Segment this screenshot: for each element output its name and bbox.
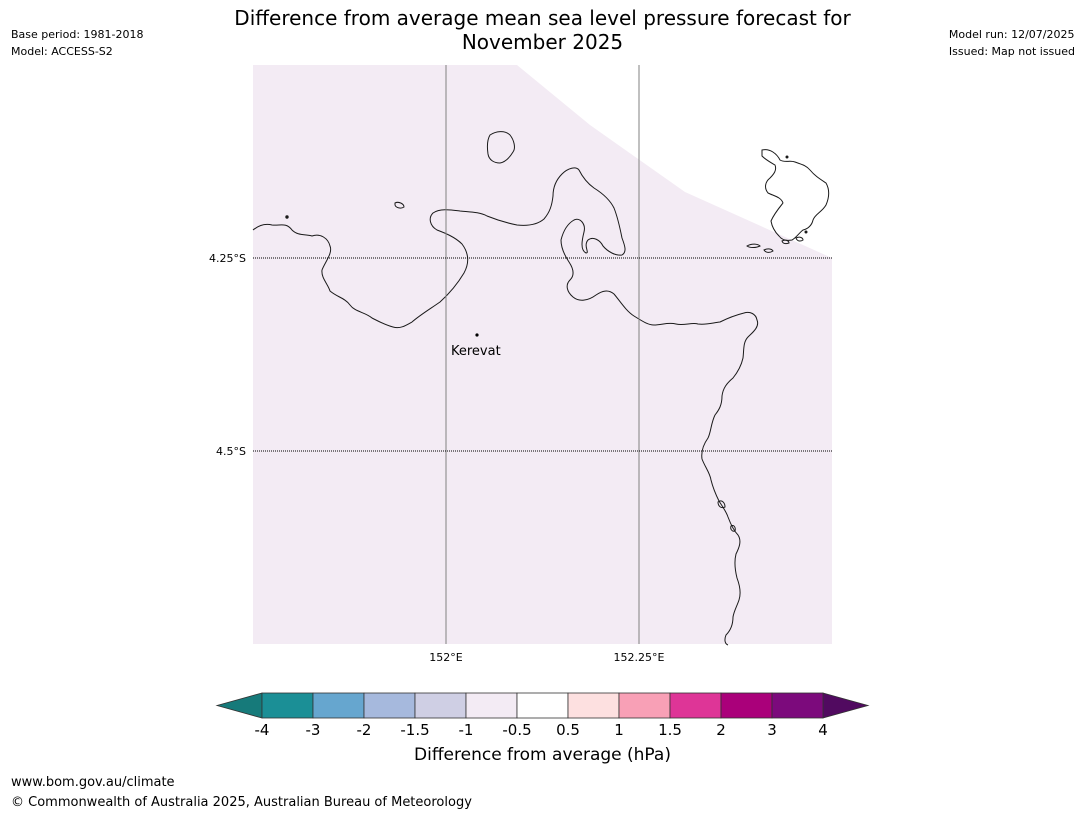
islet-dot [285, 215, 289, 219]
islet-dot-ne-2 [804, 230, 808, 234]
gridlines [253, 65, 832, 644]
coastlines [252, 131, 830, 646]
footer-url: www.bom.gov.au/climate [11, 775, 175, 790]
islet-small [394, 201, 405, 209]
islet-ne-2 [763, 248, 774, 253]
title-line-1: Difference from average mean sea level p… [234, 6, 851, 30]
colorbar-segment [312, 692, 365, 719]
place-label-kerevat: Kerevat [451, 344, 501, 359]
colorbar-arrow-low [215, 692, 263, 719]
colorbar-segment [771, 692, 824, 719]
islet-dot-ne [785, 155, 789, 159]
coastline-west [252, 167, 759, 646]
lat-label-4-5: 4.5°S [216, 445, 246, 458]
colorbar-tick-label: 1.5 [658, 721, 682, 739]
colorbar-tick-label: -4 [255, 721, 270, 739]
map-fill [253, 65, 832, 644]
title-line-2: November 2025 [461, 30, 624, 54]
colorbar-segment [414, 692, 467, 719]
colorbar-segment [567, 692, 620, 719]
colorbar-arrow-high [822, 692, 870, 719]
colorbar-segment [363, 692, 416, 719]
colorbar-tick-label: 4 [818, 721, 828, 739]
colorbar-tick-label: 3 [767, 721, 777, 739]
lat-label-4-25: 4.25°S [209, 252, 246, 265]
colorbar-segment [465, 692, 518, 719]
colorbar-segment [516, 692, 569, 719]
island-northeast [761, 149, 830, 241]
model-text: Model: ACCESS-S2 [11, 45, 113, 58]
issued-text: Issued: Map not issued [948, 45, 1075, 58]
meta-right: Model run: 12/07/2025 Issued: Map not is… [949, 26, 1075, 60]
base-period-text: Base period: 1981-2018 [11, 28, 144, 41]
place-marker [475, 333, 479, 337]
lon-label-152-25: 152.25°E [614, 651, 665, 664]
colorbar-segment [261, 692, 314, 719]
colorbar-segment [720, 692, 773, 719]
islet-ne-1 [746, 243, 761, 248]
colorbar-tick-label: 2 [716, 721, 726, 739]
colorbar-tick-label: 0.5 [556, 721, 580, 739]
colorbar: -4 -3 -2 -1.5 -1 -0.5 0.5 1 1.5 2 3 4 [215, 692, 870, 739]
colorbar-segment [618, 692, 671, 719]
colorbar-tick-label: -2 [357, 721, 372, 739]
lon-label-152: 152°E [429, 651, 462, 664]
model-run-text: Model run: 12/07/2025 [948, 28, 1075, 41]
islet-e-6 [730, 525, 736, 532]
meta-left: Base period: 1981-2018 Model: ACCESS-S2 [11, 26, 143, 60]
islet-ne-3 [781, 239, 790, 245]
islet-ne-5 [717, 500, 726, 509]
island-north [486, 131, 515, 164]
colorbar-tick-label: -0.5 [502, 721, 531, 739]
colorbar-tick-label: 1 [614, 721, 624, 739]
map-title: Difference from average mean sea level p… [0, 6, 1085, 54]
colorbar-tick-label: -1.5 [400, 721, 429, 739]
islet-ne-4 [795, 236, 804, 242]
footer-copyright: © Commonwealth of Australia 2025, Austra… [11, 795, 472, 810]
colorbar-tick-label: -1 [459, 721, 474, 739]
colorbar-segment [669, 692, 722, 719]
colorbar-title: Difference from average (hPa) [414, 745, 671, 765]
colorbar-tick-label: -3 [306, 721, 321, 739]
